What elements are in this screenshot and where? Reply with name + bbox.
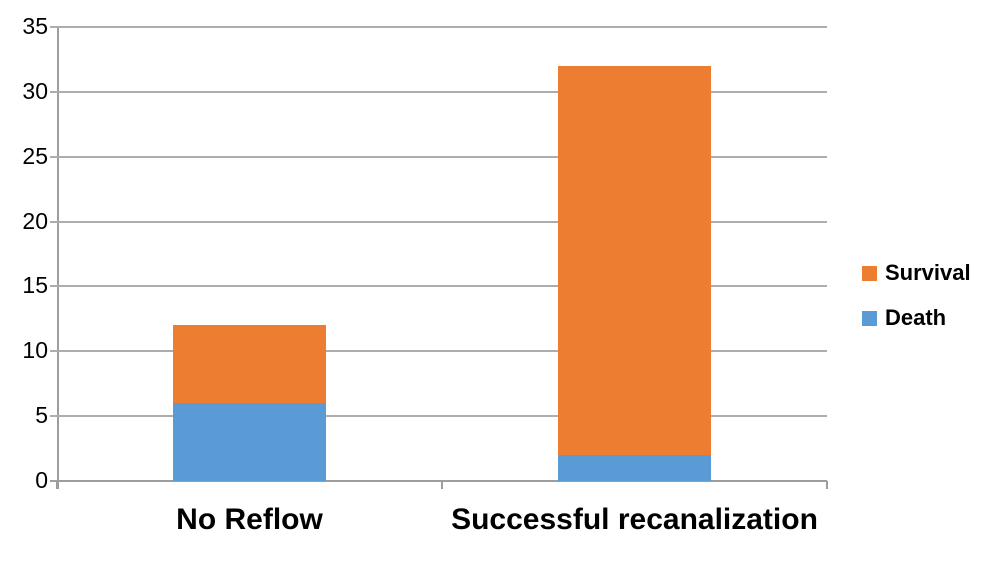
gridline: [50, 350, 827, 353]
y-axis-tick-label: 0: [35, 467, 48, 493]
y-axis-line: [57, 27, 59, 489]
gridline: [50, 480, 827, 482]
gridline: [50, 90, 827, 93]
gridline: [50, 285, 827, 288]
x-axis-tick: [56, 481, 58, 489]
legend-label: Survival: [885, 260, 971, 285]
bar-segment-death: [173, 403, 326, 481]
y-axis-tick-label: 20: [22, 207, 48, 234]
gridline: [50, 155, 827, 158]
x-axis-labels: No Reflow Successful recanalization: [57, 502, 827, 537]
plot-area: [50, 26, 827, 482]
category-label: No Reflow: [176, 503, 323, 536]
legend-label: Death: [885, 305, 947, 330]
legend-swatch-icon: [862, 265, 877, 281]
gridline: [50, 415, 827, 418]
gridline: [50, 26, 827, 28]
y-axis-tick-label: 30: [22, 77, 48, 104]
bar-1: [558, 65, 711, 481]
y-axis-tick-label: 5: [35, 402, 48, 429]
bar-segment-survival: [173, 325, 326, 404]
gridline: [50, 220, 827, 223]
x-axis-tick: [441, 481, 443, 489]
y-axis-tick-label: 15: [22, 272, 48, 299]
y-axis-tick-label: 25: [22, 142, 48, 169]
legend-swatch-icon: [862, 310, 877, 326]
legend: Survival Death: [862, 262, 971, 329]
bar-segment-survival: [558, 65, 711, 456]
legend-item-survival: Survival: [862, 262, 971, 284]
legend-item-death: Death: [862, 307, 971, 329]
bar-segment-death: [558, 455, 711, 481]
category-label: Successful recanalization: [451, 503, 818, 536]
y-axis-tick-label: 35: [22, 13, 48, 39]
y-axis-tick-label: 10: [22, 337, 48, 364]
x-axis-tick: [826, 481, 828, 489]
bar-0: [173, 325, 326, 481]
